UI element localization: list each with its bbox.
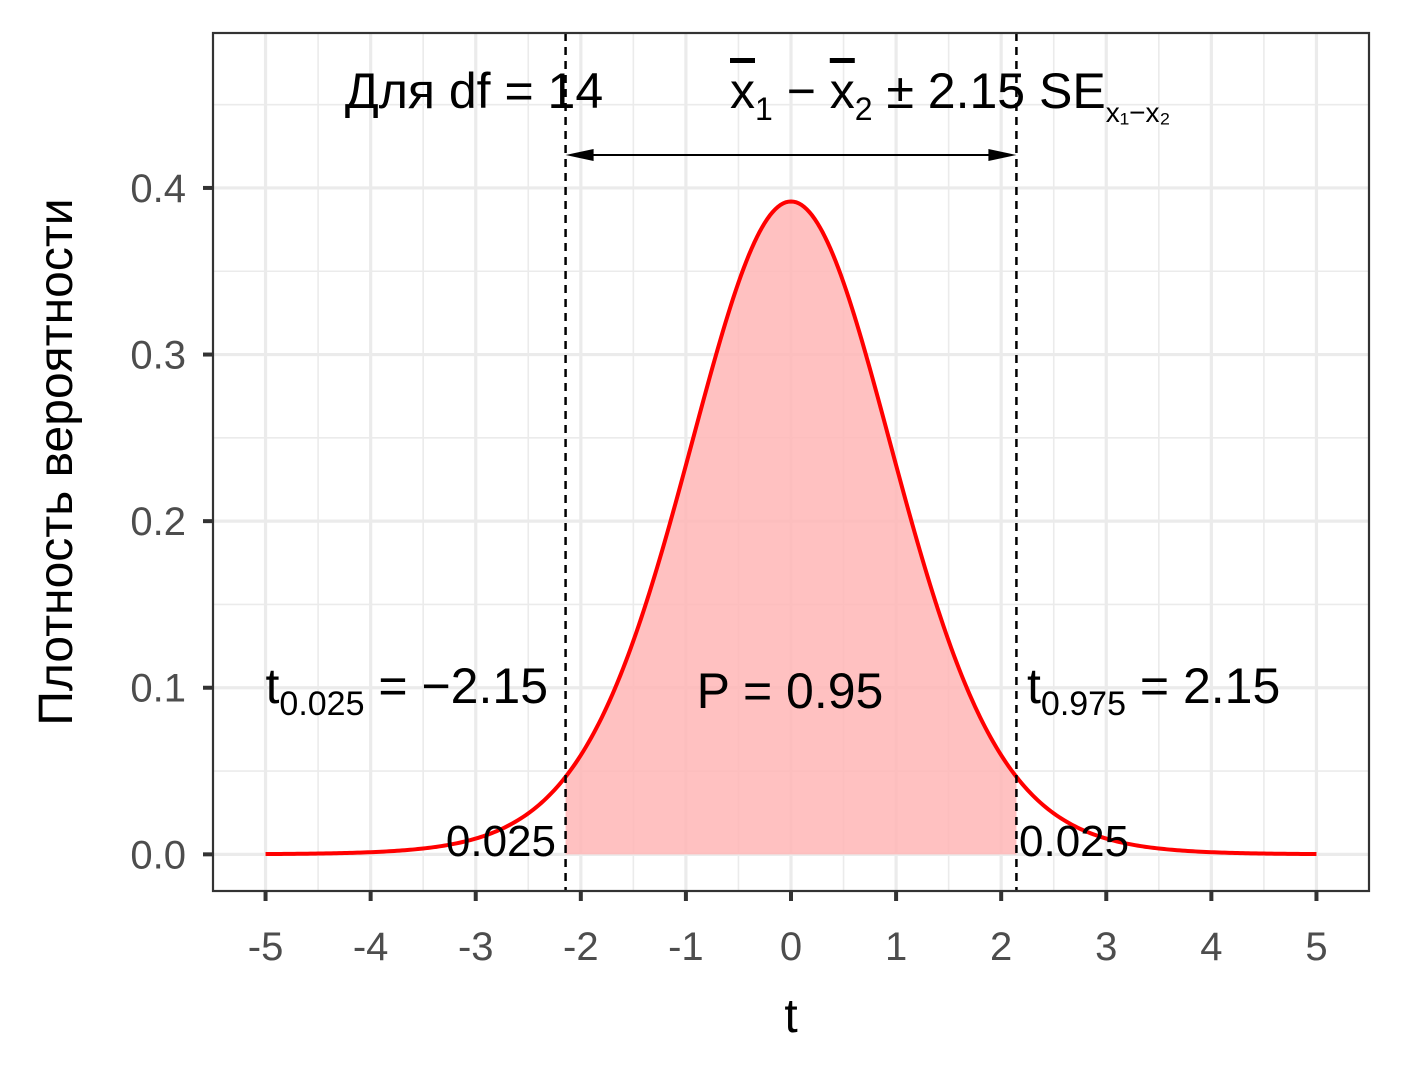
left-tail-probability: 0.025 [446,817,556,866]
formula-xbar2: x [830,63,855,119]
y-tick-label: 0.4 [130,167,186,211]
right-critical-label: t0.975 = 2.15 [1027,658,1280,723]
confidence-area [565,201,1017,855]
df-label: Для df = 14 [345,63,603,119]
formula-sub1: 1 [755,91,773,127]
x-tick-label: -3 [458,925,494,969]
formula-pm-se: ± 2.15 SE [873,63,1106,119]
right-tail-probability: 0.025 [1019,817,1129,866]
x-axis-title: t [784,990,797,1043]
y-axis-ticks: 0.0 0.1 0.2 0.3 0.4 [130,167,213,877]
formula-minus: − [773,63,830,119]
y-tick-label: 0.1 [130,667,186,711]
left-t-rest: = −2.15 [365,658,549,714]
y-tick-label: 0.3 [130,334,186,378]
x-tick-label: 5 [1305,925,1327,969]
arrow-head-right [988,149,1017,161]
x-tick-label: -5 [248,925,284,969]
y-tick-label: 0.0 [130,833,186,877]
x-tick-label: 4 [1200,925,1222,969]
right-t-base: t [1027,658,1041,714]
y-axis-title: Плотность вероятности [30,198,83,725]
x-tick-label: 1 [885,925,907,969]
x-tick-label: 0 [780,925,802,969]
ci-formula: x1 − x2 ± 2.15 SEx₁−x₂ [730,63,1170,128]
center-probability-label: P = 0.95 [697,663,884,719]
left-t-base: t [266,658,280,714]
x-tick-label: 3 [1095,925,1117,969]
arrow-head-left [565,149,594,161]
right-t-rest: = 2.15 [1126,658,1280,714]
x-tick-label: -4 [353,925,389,969]
left-t-sub: 0.025 [279,685,364,723]
x-tick-label: -2 [563,925,599,969]
left-critical-label: t0.025 = −2.15 [266,658,549,723]
formula-sub2: 2 [855,91,873,127]
interval-arrow [565,149,1017,161]
formula-se-sub: x₁−x₂ [1106,97,1171,128]
x-tick-label: 2 [990,925,1012,969]
density-curve [265,199,1317,857]
x-axis-ticks: -5 -4 -3 -2 -1 0 1 2 3 4 5 [248,891,1328,969]
y-tick-label: 0.2 [130,500,186,544]
formula-xbar1: x [730,63,755,119]
right-t-sub: 0.975 [1041,685,1126,723]
x-tick-label: -1 [668,925,704,969]
